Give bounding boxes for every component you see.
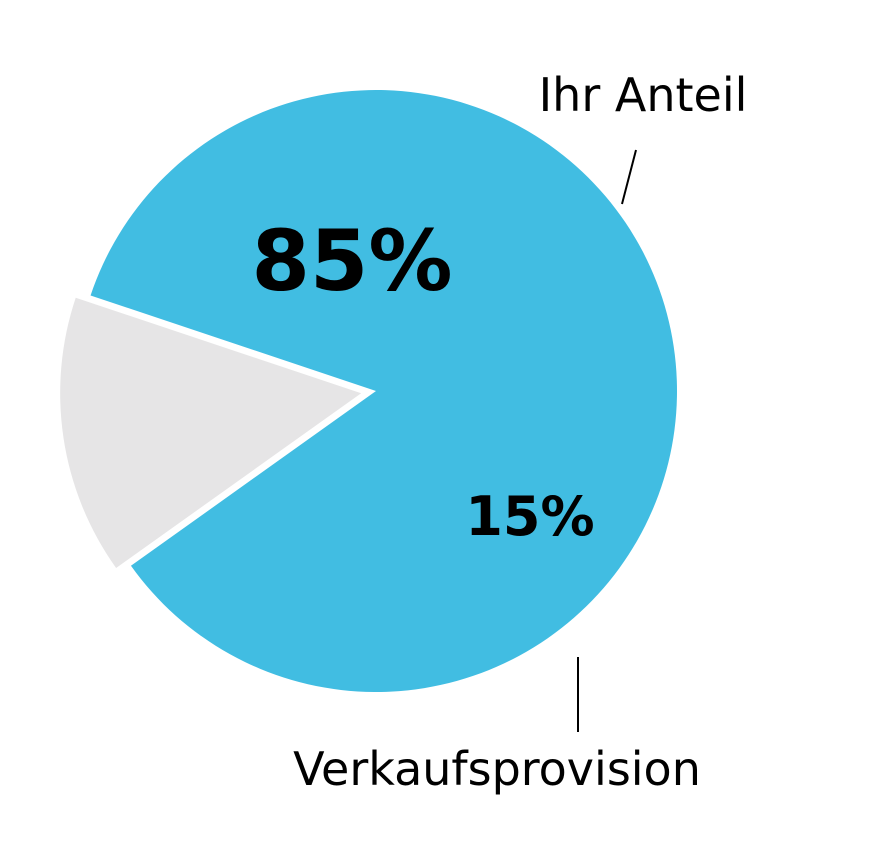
pie-slice-verkaufsprovision [60,297,362,569]
pie-slices [60,89,678,692]
leader-line-ihr-anteil [621,149,637,205]
slice-name-label-verkaufsprovision: Verkaufsprovision [293,742,701,796]
slice-value-label-ihr-anteil: 85% [251,212,452,310]
slice-name-label-ihr-anteil: Ihr Anteil [539,68,748,122]
slice-value-label-verkaufsprovision: 15% [465,485,594,548]
pie-slice-ihr-anteil [90,89,678,692]
